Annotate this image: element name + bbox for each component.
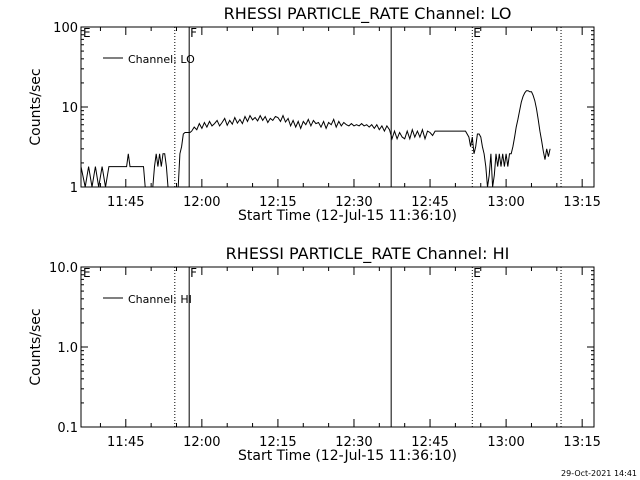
y-tick-label: 0.1 bbox=[57, 421, 78, 436]
x-tick-label: 12:00 bbox=[183, 195, 220, 210]
x-tick-label: 11:45 bbox=[107, 435, 144, 450]
x-tick-label: 13:15 bbox=[563, 195, 600, 210]
x-tick-label: 12:45 bbox=[411, 195, 448, 210]
y-tick-label: 10 bbox=[61, 101, 78, 116]
event-label: F bbox=[190, 266, 197, 280]
y-tick-label: 10.0 bbox=[49, 261, 78, 276]
legend-label-lo: Channel: LO bbox=[128, 53, 195, 66]
x-tick-label: 12:45 bbox=[411, 435, 448, 450]
event-label: F bbox=[190, 26, 197, 40]
plot-frame bbox=[80, 266, 595, 428]
x-tick-label: 12:15 bbox=[259, 435, 296, 450]
event-label: E bbox=[473, 266, 481, 280]
x-axis-label-hi: Start Time (12-Jul-15 11:36:10) bbox=[238, 448, 457, 464]
x-tick-label: 13:00 bbox=[487, 195, 524, 210]
series-line bbox=[80, 90, 551, 188]
event-label: E bbox=[473, 26, 481, 40]
y-tick-label: 1 bbox=[70, 181, 78, 196]
legend-label-hi: Channel: HI bbox=[128, 293, 192, 306]
chart-title-lo: RHESSI PARTICLE_RATE Channel: LO bbox=[224, 4, 512, 24]
footer-timestamp: 29-Oct-2021 14:41 bbox=[561, 469, 637, 478]
panel-hi: RHESSI PARTICLE_RATE Channel: HI Start T… bbox=[28, 244, 601, 464]
x-axis-label-lo: Start Time (12-Jul-15 11:36:10) bbox=[238, 208, 457, 224]
x-tick-label: 12:30 bbox=[335, 195, 372, 210]
y-tick-label: 100 bbox=[53, 21, 78, 36]
x-tick-label: 12:00 bbox=[183, 435, 220, 450]
x-tick-label: 12:15 bbox=[259, 195, 296, 210]
chart-title-hi: RHESSI PARTICLE_RATE Channel: HI bbox=[226, 244, 510, 264]
panel-lo: RHESSI PARTICLE_RATE Channel: LO Start T… bbox=[28, 4, 601, 224]
x-tick-label: 13:15 bbox=[563, 435, 600, 450]
y-axis-label-lo: Counts/sec bbox=[28, 68, 44, 145]
x-tick-label: 13:00 bbox=[487, 435, 524, 450]
y-tick-label: 1.0 bbox=[57, 341, 78, 356]
corner-label-hi: E bbox=[83, 266, 91, 280]
x-tick-label: 12:30 bbox=[335, 435, 372, 450]
x-tick-label: 11:45 bbox=[107, 195, 144, 210]
corner-label-lo: E bbox=[83, 26, 91, 40]
y-axis-label-hi: Counts/sec bbox=[28, 308, 44, 385]
